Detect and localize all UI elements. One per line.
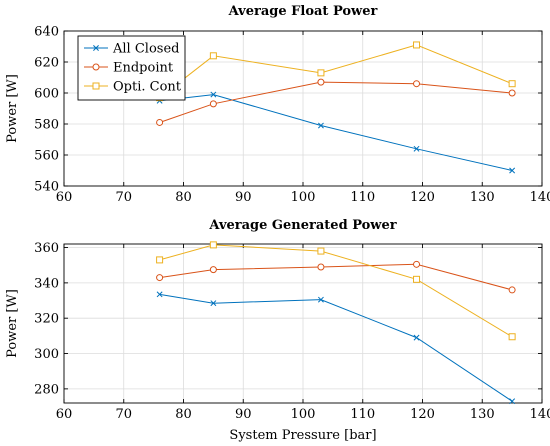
y-tick-label: 560	[34, 149, 59, 164]
data-point	[209, 241, 217, 249]
x-tick-label: 90	[235, 190, 252, 205]
x-tick-label: 80	[175, 190, 192, 205]
data-point	[508, 286, 516, 294]
legend-label: Opti. Cont	[113, 80, 182, 95]
data-point	[210, 300, 217, 307]
chart-title: Average Float Power	[228, 4, 378, 19]
legend-label: All Closed	[112, 42, 179, 57]
x-tick-label: 120	[410, 190, 435, 205]
data-point	[156, 256, 164, 264]
data-point	[156, 291, 163, 298]
data-point	[209, 100, 217, 108]
y-tick-label: 300	[34, 347, 59, 362]
data-point	[156, 274, 164, 282]
series-line	[159, 293, 513, 402]
series-opti-cont	[156, 41, 516, 102]
data-point	[317, 122, 324, 129]
grid	[63, 244, 543, 403]
data-point	[509, 398, 516, 405]
series-line	[159, 244, 513, 338]
data-point	[413, 80, 421, 88]
series-endpoint	[156, 78, 516, 126]
y-tick-label: 600	[34, 87, 59, 102]
y-tick-label: 540	[34, 180, 59, 195]
data-point	[509, 167, 516, 174]
data-point	[413, 275, 421, 283]
series-all-closed	[156, 291, 516, 405]
x-tick-label: 60	[56, 190, 73, 205]
y-tick-label: 620	[34, 56, 59, 71]
data-point	[317, 78, 325, 86]
data-point	[317, 247, 325, 255]
data-point	[317, 263, 325, 271]
data-point	[209, 52, 217, 60]
x-tick-label: 100	[291, 190, 316, 205]
data-point	[209, 266, 217, 274]
legend-marker	[92, 63, 100, 71]
x-tick-label: 70	[115, 407, 132, 422]
y-axis-label: Power [W]	[5, 289, 20, 358]
legend-marker	[92, 82, 100, 90]
data-point	[413, 145, 420, 152]
x-tick-label: 120	[410, 407, 435, 422]
y-tick-label: 640	[34, 25, 59, 40]
x-tick-label: 140	[530, 190, 550, 205]
y-tick-label: 360	[34, 241, 59, 256]
x-tick-label: 130	[470, 407, 495, 422]
data-point	[210, 91, 217, 98]
legend-label: Endpoint	[113, 61, 174, 76]
legend-marker	[93, 45, 99, 51]
x-tick-label: 110	[350, 190, 375, 205]
legend-entry: All Closed	[84, 42, 179, 57]
x-tick-label: 140	[530, 407, 550, 422]
x-tick-label: 90	[235, 407, 252, 422]
x-axis-label: System Pressure [bar]	[229, 428, 376, 443]
data-point	[317, 296, 324, 303]
x-tick-label: 70	[115, 190, 132, 205]
y-axis-label: Power [W]	[5, 74, 20, 143]
data-point	[156, 118, 164, 126]
x-tick-label: 130	[470, 190, 495, 205]
chart-generated-power: 60 70 80 90 100 110 120 130 140 280 300 320 340 360 Av…	[5, 218, 550, 443]
data-point	[413, 334, 420, 341]
x-tick-label: 60	[56, 407, 73, 422]
series-opti-cont	[156, 241, 516, 341]
y-tick-label: 320	[34, 312, 59, 327]
data-point	[508, 89, 516, 97]
y-tick-label: 340	[34, 276, 59, 291]
x-tick-label: 80	[175, 407, 192, 422]
series-endpoint	[156, 260, 516, 294]
data-point	[413, 41, 421, 49]
legend: All Closed Endpoint Opti. Cont	[77, 35, 186, 101]
y-tick-label: 280	[34, 382, 59, 397]
x-tick-label: 100	[291, 407, 316, 422]
y-tick-label: 580	[34, 118, 59, 133]
data-point	[508, 80, 516, 88]
chart-float-power: 60 70 80 90 100 110 120 130 140 540 560 580 600 620 64…	[5, 4, 550, 205]
x-tick-label: 110	[350, 407, 375, 422]
legend-entry: Opti. Cont	[84, 80, 182, 95]
chart-title: Average Generated Power	[208, 218, 396, 233]
data-point	[413, 260, 421, 268]
legend-entry: Endpoint	[84, 61, 174, 76]
data-point	[317, 69, 325, 77]
data-point	[508, 333, 516, 341]
